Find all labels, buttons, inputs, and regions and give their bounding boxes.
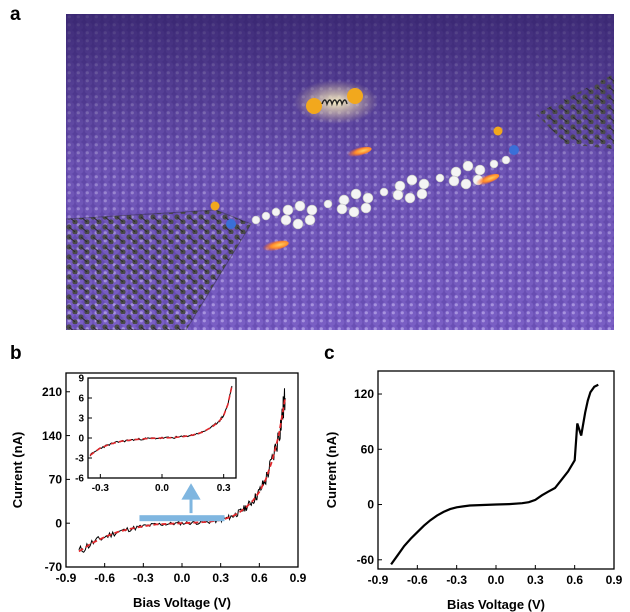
b-x-tick-label: 0.9: [290, 571, 307, 585]
c-x-tick-label: -0.9: [368, 573, 389, 587]
molecular-junction-illustration: [66, 14, 614, 330]
oxygen-atom-right: [493, 126, 503, 136]
b-x-tick-label: 0.0: [174, 571, 191, 585]
b-y-tick-label: 140: [42, 429, 62, 443]
c-y-tick-label: 120: [354, 387, 374, 401]
b-inset-plot-frame: [87, 377, 237, 479]
b-inset-x-tick-label: 0.0: [155, 483, 169, 494]
c-x-tick-label: -0.6: [407, 573, 428, 587]
b-inset-fit-line: [89, 385, 233, 456]
b-inset-x-tick-label: 0.3: [217, 483, 231, 494]
b-x-tick-label: 0.3: [212, 571, 229, 585]
b-y-axis-label: Current (nA): [10, 432, 25, 509]
nitrogen-atom-left: [226, 219, 236, 229]
b-y-tick-label: 210: [42, 385, 62, 399]
b-inset-x-tick-label: -0.3: [92, 483, 110, 494]
b-zoom-range-bar: [139, 515, 225, 522]
c-x-axis-label: Bias Voltage (V): [447, 597, 545, 612]
c-series-line: [390, 383, 599, 566]
b-y-tick-label: 0: [55, 516, 62, 530]
molecular-bridge: [251, 155, 511, 230]
graphene-electrode-left: [66, 210, 251, 330]
c-x-tick-label: -0.3: [446, 573, 467, 587]
chart-b: -0.9 -0.6 -0.3 0.0 0.3 0.6 0.9 -70 0 70 140 210 Bias…: [10, 372, 307, 610]
b-x-tick-label: -0.6: [94, 571, 115, 585]
b-inset-y-tick-label: 0: [78, 434, 84, 445]
b-y-tick-label: -70: [45, 560, 63, 574]
b-x-axis-label: Bias Voltage (V): [133, 595, 231, 610]
b-inset-y-tick-label: 6: [78, 394, 84, 405]
b-inset-y-tick-label: 3: [78, 414, 84, 425]
b-y-tick-label: 70: [49, 473, 63, 487]
chart-c: -0.9 -0.6 -0.3 0.0 0.3 0.6 0.9 -60 0 60 120 Bias Vo…: [324, 370, 623, 612]
panel-label-c: c: [324, 343, 335, 364]
b-x-tick-label: 0.6: [251, 571, 268, 585]
b-inset-y-tick-label: -6: [75, 474, 84, 485]
heat-flame-icon: [472, 173, 500, 187]
c-plot-frame: [377, 370, 615, 570]
c-y-axis-label: Current (nA): [324, 432, 339, 509]
nitrogen-atom-right: [509, 145, 519, 155]
b-inset-y-tick-label: 9: [78, 374, 84, 385]
panel-label-b: b: [10, 343, 22, 364]
panel-label-a: a: [10, 4, 21, 25]
c-x-tick-label: 0.0: [488, 573, 505, 587]
b-zoom-arrow-icon: [181, 483, 201, 514]
c-y-tick-label: 60: [361, 442, 375, 456]
heat-flame-icon: [344, 146, 372, 158]
c-y-tick-label: -60: [357, 553, 375, 567]
oxygen-atom-left: [210, 201, 220, 211]
c-x-tick-label: 0.3: [527, 573, 544, 587]
c-y-tick-label: 0: [367, 498, 374, 512]
vibration-spring-icon: [306, 88, 363, 114]
c-x-tick-label: 0.9: [606, 573, 623, 587]
graphene-electrode-right: [536, 74, 614, 149]
b-x-tick-label: -0.9: [56, 571, 77, 585]
c-x-tick-label: 0.6: [566, 573, 583, 587]
b-inset-y-tick-label: -3: [75, 454, 84, 465]
heat-flame-icon: [259, 240, 289, 252]
b-x-tick-label: -0.3: [133, 571, 154, 585]
